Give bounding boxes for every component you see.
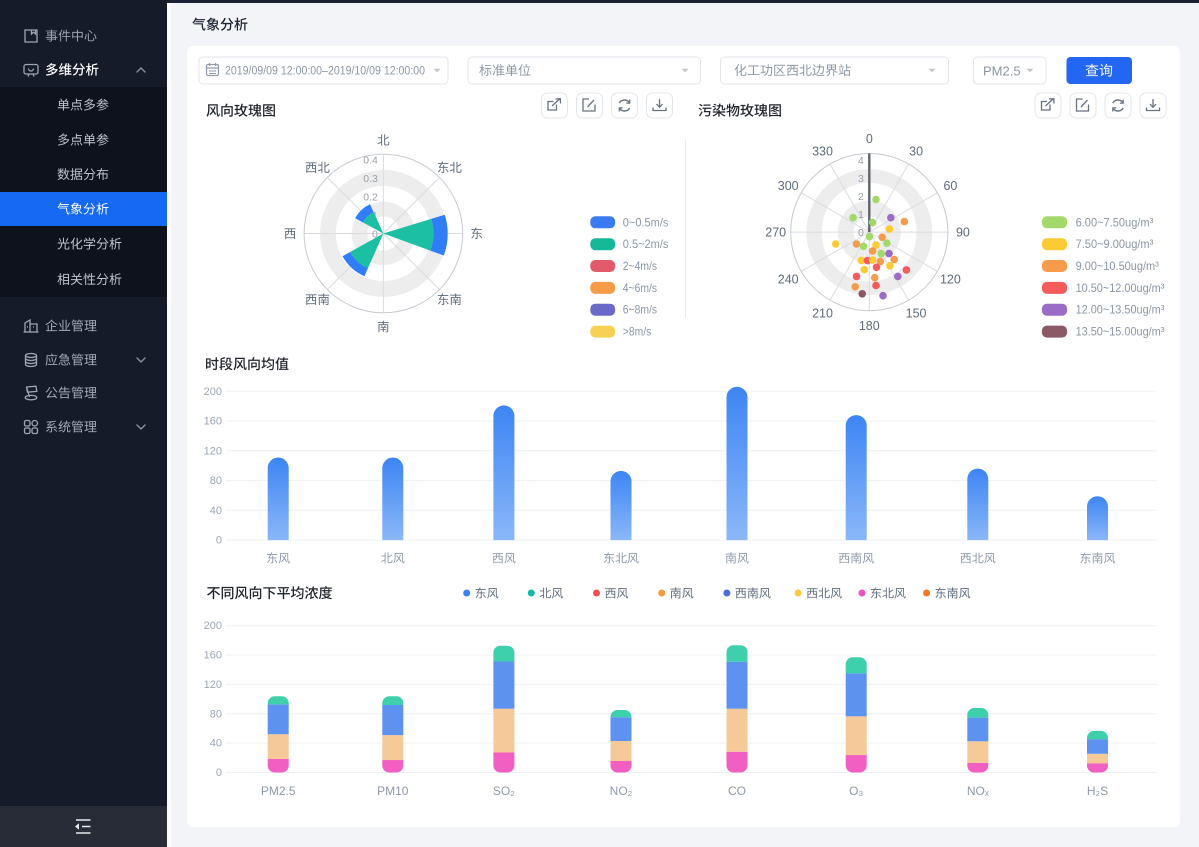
svg-text:0.2: 0.2 <box>363 192 378 204</box>
svg-text:80: 80 <box>210 708 222 720</box>
svg-text:0: 0 <box>866 132 873 146</box>
svg-text:2~4m/s: 2~4m/s <box>623 259 657 273</box>
svg-text:180: 180 <box>859 319 880 333</box>
svg-text:0: 0 <box>372 228 378 240</box>
svg-text:>8m/s: >8m/s <box>623 325 652 339</box>
svg-text:12.00~13.50ug/m³: 12.00~13.50ug/m³ <box>1076 303 1165 317</box>
svg-text:CO: CO <box>728 784 746 798</box>
svg-text:0~0.5m/s: 0~0.5m/s <box>623 215 669 229</box>
svg-text:0: 0 <box>216 535 222 547</box>
svg-text:40: 40 <box>210 738 222 750</box>
svg-text:6.00~7.50ug/m³: 6.00~7.50ug/m³ <box>1076 215 1154 229</box>
svg-text:PM2.5: PM2.5 <box>983 64 1021 79</box>
svg-text:0: 0 <box>858 227 864 239</box>
svg-text:0.5~2m/s: 0.5~2m/s <box>623 237 669 251</box>
svg-text:80: 80 <box>210 475 222 487</box>
svg-text:13.50~15.00ug/m³: 13.50~15.00ug/m³ <box>1076 325 1165 339</box>
svg-text:40: 40 <box>210 505 222 517</box>
svg-text:270: 270 <box>765 226 786 240</box>
svg-text:SO₂: SO₂ <box>493 784 515 798</box>
svg-text:120: 120 <box>204 445 222 457</box>
svg-text:NOₓ: NOₓ <box>967 784 989 798</box>
svg-text:PM2.5: PM2.5 <box>261 784 296 798</box>
svg-text:6~8m/s: 6~8m/s <box>623 303 657 317</box>
svg-text:300: 300 <box>778 179 799 193</box>
svg-text:160: 160 <box>204 650 222 662</box>
svg-text:330: 330 <box>812 145 833 159</box>
svg-text:10.50~12.00ug/m³: 10.50~12.00ug/m³ <box>1076 281 1165 295</box>
svg-text:1: 1 <box>858 209 864 221</box>
svg-text:NO₂: NO₂ <box>610 784 633 798</box>
svg-text:160: 160 <box>204 416 222 428</box>
svg-text:4~6m/s: 4~6m/s <box>623 281 657 295</box>
svg-text:30: 30 <box>909 145 923 159</box>
svg-text:PM10: PM10 <box>377 784 409 798</box>
svg-text:H₂S: H₂S <box>1087 784 1108 798</box>
svg-text:2: 2 <box>858 191 864 203</box>
svg-text:60: 60 <box>943 179 957 193</box>
svg-text:O₃: O₃ <box>849 784 863 798</box>
svg-text:240: 240 <box>778 272 799 286</box>
svg-text:150: 150 <box>906 307 927 321</box>
svg-text:210: 210 <box>812 307 833 321</box>
svg-text:0.4: 0.4 <box>363 155 378 167</box>
svg-text:0.3: 0.3 <box>363 173 378 185</box>
svg-text:120: 120 <box>204 679 222 691</box>
svg-text:200: 200 <box>204 620 222 632</box>
svg-text:200: 200 <box>204 386 222 398</box>
svg-text:90: 90 <box>956 226 970 240</box>
svg-text:120: 120 <box>940 272 961 286</box>
svg-text:9.00~10.50ug/m³: 9.00~10.50ug/m³ <box>1076 259 1159 273</box>
svg-text:7.50~9.00ug/m³: 7.50~9.00ug/m³ <box>1076 237 1154 251</box>
svg-text:3: 3 <box>858 173 864 185</box>
svg-text:4: 4 <box>858 155 864 167</box>
svg-text:0: 0 <box>216 767 222 779</box>
svg-text:2019/09/09 12:00:00–2019/10/09: 2019/09/09 12:00:00–2019/10/09 12:00:00 <box>225 64 425 78</box>
